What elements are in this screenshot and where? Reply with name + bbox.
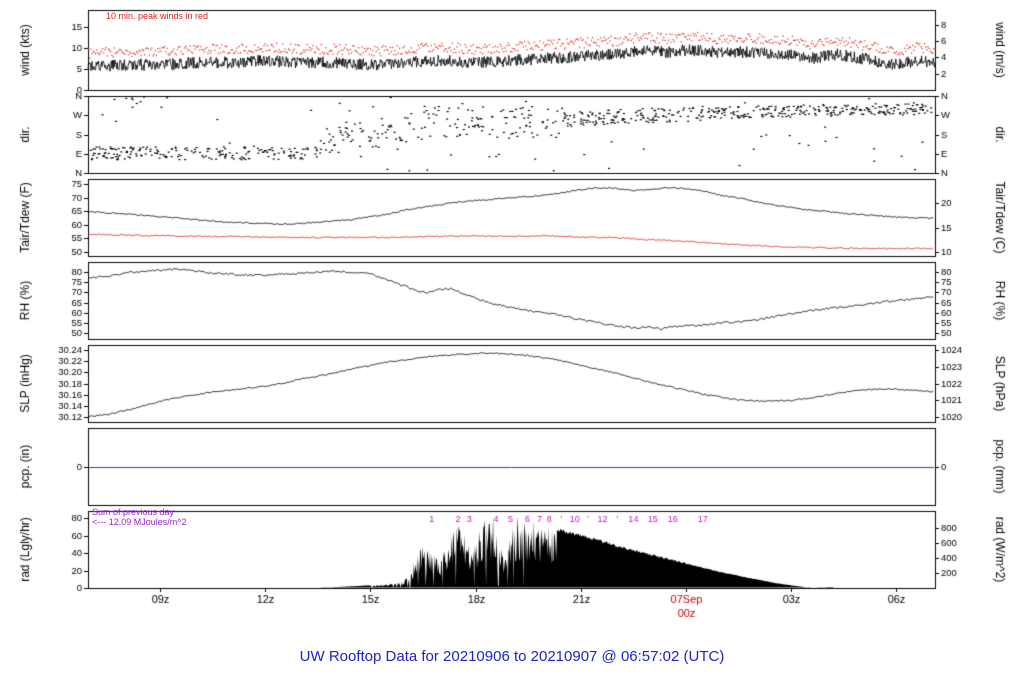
rad-sum-note-line1: Sum of previous day: [92, 507, 175, 517]
chart-title: UW Rooftop Data for 20210906 to 20210907…: [299, 648, 725, 665]
peak-wind-note: 10 min. peak winds in red: [106, 11, 209, 21]
rad-sum-note-line2: <--- 12.09 MJoules/m^2: [92, 517, 187, 527]
